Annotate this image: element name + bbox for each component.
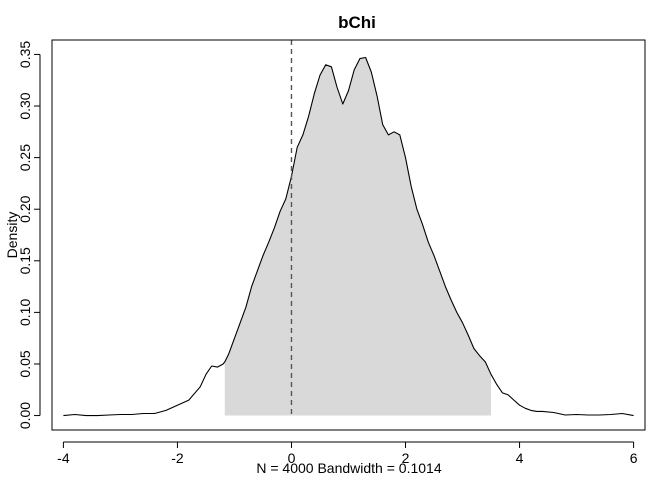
y-tick-label: 0.30 [17,92,33,119]
density-line [63,56,634,417]
x-axis-label: N = 4000 Bandwidth = 0.1014 [256,460,441,476]
plot-frame [51,39,646,431]
y-tick-label: 0.25 [17,144,33,171]
y-tick-label: 0.00 [17,402,33,429]
y-tick-label: 0.15 [17,247,33,274]
y-tick-label: 0.20 [17,195,33,222]
x-tick-label: 6 [630,450,638,466]
shaded-interval [224,57,492,416]
x-tick-label: 4 [516,450,524,466]
x-tick-label: -4 [57,450,70,466]
x-axis: -4 -2 0 2 4 6 [57,441,638,466]
x-tick-label: 2 [402,450,410,466]
chart-title: bChi [338,13,376,32]
y-tick-label: 0.05 [17,350,33,377]
x-tick-label: 0 [288,450,296,466]
y-tick-label: 0.35 [17,41,33,68]
y-tick-label: 0.10 [17,299,33,326]
x-tick-label: -2 [171,450,184,466]
plot-area [51,39,646,431]
y-axis-label: Density [4,212,20,259]
y-axis: 0.00 0.05 0.10 0.15 0.20 0.25 0.30 0.35 [17,41,41,429]
